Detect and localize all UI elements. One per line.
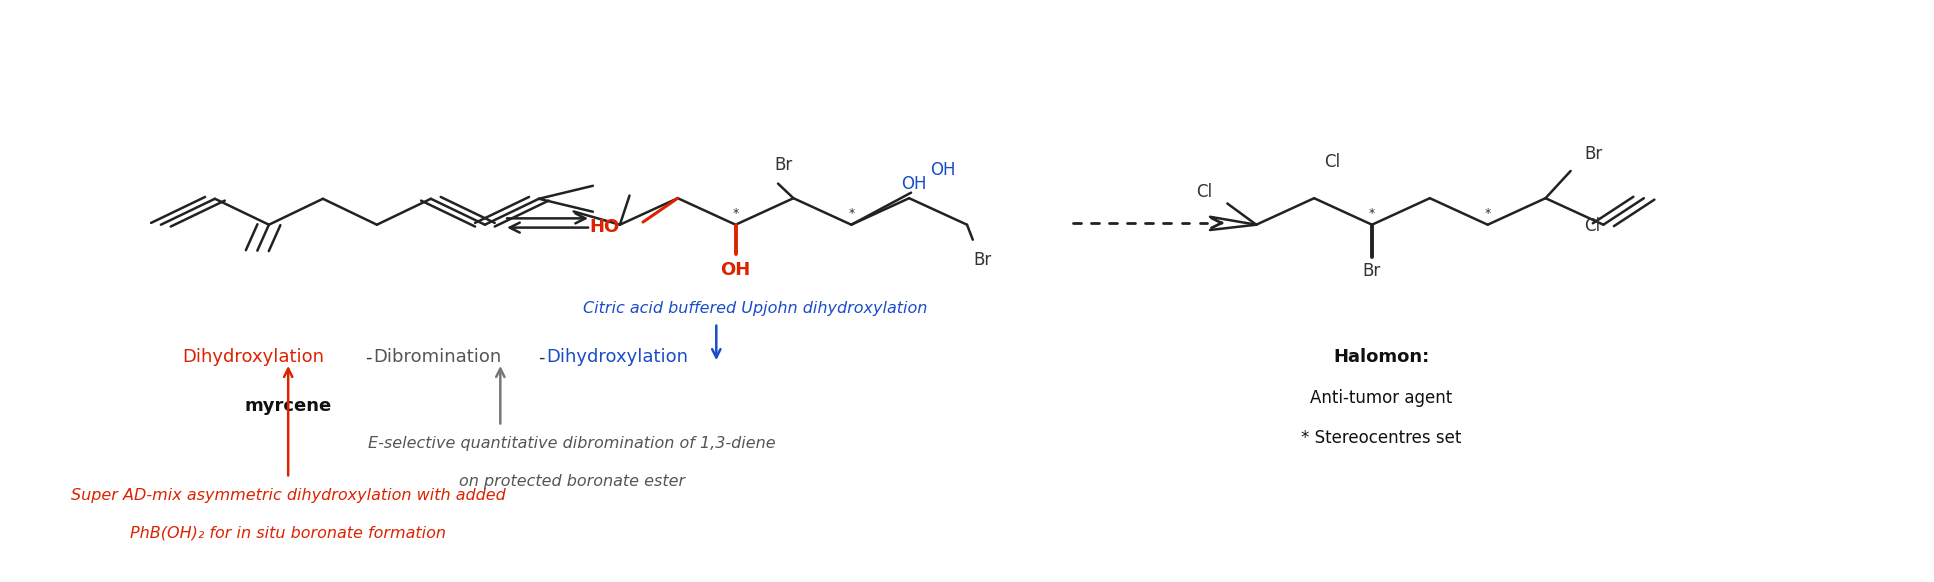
Text: *: * (1485, 207, 1491, 220)
Text: Citric acid buffered Upjohn dihydroxylation: Citric acid buffered Upjohn dihydroxylat… (582, 301, 926, 316)
Text: E-selective quantitative dibromination of 1,3-diene: E-selective quantitative dibromination o… (367, 436, 776, 451)
Text: Anti-tumor agent: Anti-tumor agent (1311, 389, 1452, 407)
Text: *: * (849, 207, 855, 220)
Text: Dibromination: Dibromination (373, 348, 501, 366)
Text: on protected boronate ester: on protected boronate ester (458, 474, 685, 489)
Text: Br: Br (776, 155, 793, 173)
Text: HO: HO (590, 218, 621, 236)
Text: Br: Br (973, 251, 992, 269)
Text: OH: OH (930, 161, 955, 179)
Text: Halomon:: Halomon: (1333, 348, 1429, 366)
Text: Dihydroxylation: Dihydroxylation (182, 348, 325, 366)
Text: PhB(OH)₂ for in situ boronate formation: PhB(OH)₂ for in situ boronate formation (130, 526, 447, 541)
Text: *: * (1369, 207, 1375, 220)
Text: myrcene: myrcene (244, 398, 333, 416)
Text: Br: Br (1584, 146, 1603, 164)
Text: Cl: Cl (1584, 217, 1599, 235)
Text: Br: Br (1363, 262, 1381, 281)
Text: OH: OH (721, 261, 750, 279)
Text: -: - (538, 348, 545, 366)
Text: Dihydroxylation: Dihydroxylation (547, 348, 689, 366)
Text: *: * (733, 207, 739, 220)
Text: -: - (366, 348, 371, 366)
Text: * Stereocentres set: * Stereocentres set (1302, 429, 1462, 447)
Text: OH: OH (901, 175, 926, 193)
Text: Cl: Cl (1323, 154, 1340, 172)
Text: Super AD-mix asymmetric dihydroxylation with added: Super AD-mix asymmetric dihydroxylation … (72, 488, 505, 503)
Text: Cl: Cl (1195, 183, 1213, 201)
